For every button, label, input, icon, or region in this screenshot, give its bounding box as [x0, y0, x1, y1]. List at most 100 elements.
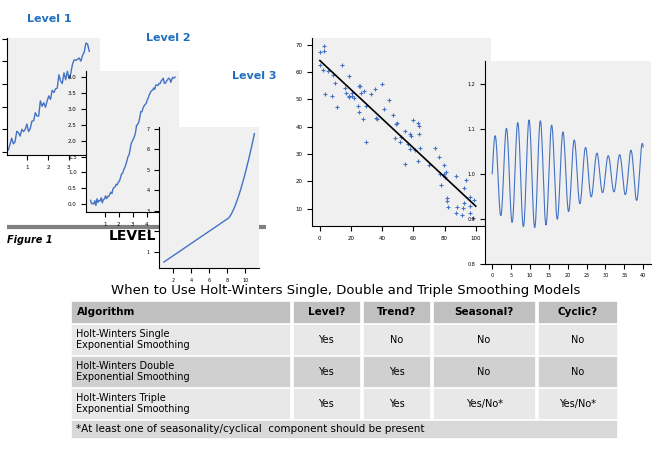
Point: [438, 162, 449, 169]
Point: [404, 130, 415, 138]
Point: [465, 203, 475, 210]
Point: [356, 89, 367, 97]
Point: [403, 140, 414, 147]
Point: [319, 48, 330, 55]
Point: [435, 170, 446, 178]
FancyBboxPatch shape: [538, 301, 617, 323]
Point: [442, 198, 452, 205]
Point: [390, 120, 401, 128]
Point: [395, 138, 406, 146]
FancyBboxPatch shape: [293, 301, 360, 323]
Text: Yes/No*: Yes/No*: [465, 398, 503, 409]
Point: [388, 111, 398, 119]
Point: [339, 84, 350, 92]
Point: [353, 102, 363, 110]
Point: [458, 185, 469, 192]
Point: [395, 133, 406, 141]
Point: [347, 92, 357, 100]
Point: [337, 62, 348, 69]
Point: [383, 96, 394, 104]
Point: [410, 146, 420, 154]
Text: Holt-Winters Single
Exponential Smoothing: Holt-Winters Single Exponential Smoothin…: [76, 329, 190, 350]
FancyBboxPatch shape: [70, 388, 290, 419]
Point: [408, 116, 419, 124]
FancyBboxPatch shape: [363, 324, 430, 355]
Point: [413, 119, 424, 126]
Point: [372, 115, 382, 122]
Point: [461, 176, 471, 183]
Point: [400, 127, 410, 134]
FancyBboxPatch shape: [293, 324, 360, 355]
Point: [450, 172, 461, 180]
FancyBboxPatch shape: [363, 388, 430, 419]
Point: [318, 66, 329, 73]
Text: Level 1: Level 1: [27, 14, 71, 24]
Point: [328, 71, 339, 79]
Text: Holt-Winters Triple
Exponential Smoothing: Holt-Winters Triple Exponential Smoothin…: [76, 393, 190, 414]
Point: [434, 154, 445, 161]
Text: Yes: Yes: [388, 398, 404, 409]
Point: [439, 170, 450, 178]
Point: [315, 61, 325, 68]
FancyBboxPatch shape: [363, 301, 430, 323]
Text: *At least one of seasonality/cyclical  component should be present: *At least one of seasonality/cyclical co…: [76, 424, 425, 434]
Point: [459, 199, 469, 207]
Point: [443, 203, 454, 211]
Point: [359, 87, 370, 95]
Text: Trend?: Trend?: [376, 307, 416, 317]
FancyBboxPatch shape: [433, 388, 535, 419]
FancyBboxPatch shape: [70, 420, 617, 438]
Point: [457, 211, 467, 219]
Point: [442, 194, 452, 201]
FancyBboxPatch shape: [70, 301, 290, 323]
Point: [357, 115, 368, 122]
Point: [369, 85, 380, 92]
Text: Holt-Winters Double
Exponential Smoothing: Holt-Winters Double Exponential Smoothin…: [76, 361, 190, 382]
Point: [355, 82, 366, 90]
Point: [392, 119, 402, 127]
Text: Seasonal?: Seasonal?: [454, 307, 514, 317]
Text: No: No: [571, 366, 584, 377]
FancyBboxPatch shape: [70, 324, 290, 355]
Point: [464, 210, 475, 217]
Point: [450, 210, 461, 217]
Text: Yes: Yes: [319, 398, 334, 409]
Point: [318, 42, 329, 50]
FancyBboxPatch shape: [70, 356, 290, 387]
Text: Yes: Yes: [319, 334, 334, 345]
Point: [379, 105, 390, 113]
Point: [452, 203, 462, 211]
Point: [390, 134, 401, 142]
Text: SEASONAL: SEASONAL: [562, 235, 646, 249]
Point: [344, 72, 355, 80]
Point: [430, 145, 440, 152]
Text: Cyclic?: Cyclic?: [558, 307, 598, 317]
Point: [327, 92, 338, 100]
Point: [400, 160, 410, 167]
Point: [405, 145, 416, 153]
Point: [412, 157, 423, 165]
Point: [341, 89, 351, 97]
Text: Algorithm: Algorithm: [76, 307, 135, 317]
Text: Level 3: Level 3: [232, 71, 277, 81]
Point: [468, 196, 479, 203]
Point: [414, 130, 424, 138]
Point: [329, 79, 340, 86]
FancyBboxPatch shape: [433, 356, 535, 387]
Text: Figure 1: Figure 1: [7, 235, 52, 245]
FancyBboxPatch shape: [293, 388, 360, 419]
Text: Level 2: Level 2: [146, 33, 191, 43]
Text: LEVEL: LEVEL: [109, 229, 157, 244]
Point: [457, 204, 468, 211]
Point: [414, 144, 425, 152]
Point: [323, 68, 333, 75]
Point: [366, 90, 376, 97]
Text: TREND: TREND: [345, 131, 398, 145]
Text: Level?: Level?: [307, 307, 345, 317]
Point: [376, 80, 387, 88]
Point: [361, 102, 371, 109]
FancyBboxPatch shape: [433, 324, 535, 355]
Point: [467, 214, 478, 221]
Point: [440, 173, 450, 180]
Point: [320, 90, 331, 98]
